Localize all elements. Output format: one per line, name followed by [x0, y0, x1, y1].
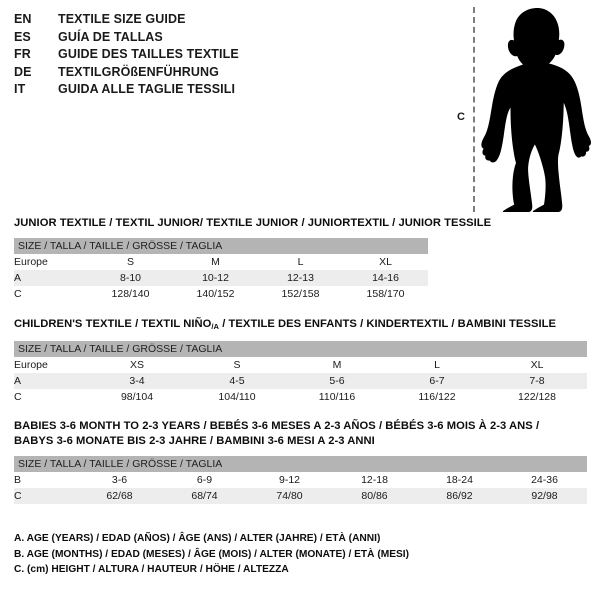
section-babies-textile: BABIES 3-6 MONTH TO 2-3 YEARS / BEBÉS 3-… [14, 419, 587, 504]
height-measure-dashed-line [473, 7, 475, 212]
cell-value: 68/74 [162, 488, 247, 504]
cell-value: 152/158 [258, 286, 343, 302]
table-row: B 3-6 6-9 9-12 12-18 18-24 24-36 [14, 472, 587, 488]
row-label: C [14, 286, 88, 302]
table-junior-sizes: SIZE / TALLA / TAILLE / GRÖSSE / TAGLIA … [14, 238, 429, 302]
cell-value: 5-6 [287, 373, 387, 389]
table-header-label: SIZE / TALLA / TAILLE / GRÖSSE / TAGLIA [14, 238, 429, 254]
row-label: C [14, 488, 77, 504]
cell-value: 122/128 [487, 389, 588, 405]
row-label: A [14, 373, 87, 389]
language-code-it: IT [14, 82, 26, 96]
section-title-babies-line1: BABIES 3-6 MONTH TO 2-3 YEARS / BEBÉS 3-… [14, 420, 540, 432]
measurement-legend: A. AGE (YEARS) / EDAD (AÑOS) / ÂGE (ANS)… [14, 531, 574, 578]
cell-value: 3-4 [87, 373, 187, 389]
table-row: C 128/140 140/152 152/158 158/170 [14, 286, 429, 302]
table-header-label: SIZE / TALLA / TAILLE / GRÖSSE / TAGLIA [14, 456, 587, 472]
section-title-babies-line2: BABYS 3-6 MONATE BIS 2-3 JAHRE / BAMBINI… [14, 435, 375, 447]
section-title-junior: JUNIOR TEXTILE / TEXTIL JUNIOR/ TEXTILE … [14, 217, 492, 229]
row-label: C [14, 389, 87, 405]
cell-value: L [387, 357, 487, 373]
cell-value: 4-5 [187, 373, 287, 389]
language-title-block: EN TEXTILE SIZE GUIDE ES GUÍA DE TALLAS … [14, 12, 434, 100]
table-row: Europe S M L XL [14, 254, 429, 270]
section-title-children: CHILDREN'S TEXTILE / TEXTIL NIÑO/A / TEX… [14, 317, 587, 334]
cell-value: S [88, 254, 173, 270]
cell-value: 74/80 [247, 488, 332, 504]
cell-value: XL [487, 357, 588, 373]
language-title-es: GUÍA DE TALLAS [58, 29, 163, 44]
cell-value: M [287, 357, 387, 373]
section-title-children-pre: CHILDREN'S TEXTILE / TEXTIL NIÑO [14, 318, 212, 330]
legend-line-b: B. AGE (MONTHS) / EDAD (MESES) / ÂGE (MO… [14, 548, 410, 560]
cell-value: 12-18 [332, 472, 417, 488]
table-header-row: SIZE / TALLA / TAILLE / GRÖSSE / TAGLIA [14, 341, 588, 357]
row-label: A [14, 270, 88, 286]
cell-value: 110/116 [287, 389, 387, 405]
language-code-en: EN [14, 12, 32, 26]
cell-value: 140/152 [173, 286, 258, 302]
height-measure-label: C [457, 111, 465, 123]
cell-value: 9-12 [247, 472, 332, 488]
language-row-en: EN TEXTILE SIZE GUIDE [14, 12, 434, 30]
table-babies-sizes: SIZE / TALLA / TAILLE / GRÖSSE / TAGLIA … [14, 456, 587, 504]
cell-value: 98/104 [87, 389, 187, 405]
cell-value: XL [343, 254, 429, 270]
table-row: Europe XS S M L XL [14, 357, 588, 373]
table-row: A 8-10 10-12 12-13 14-16 [14, 270, 429, 286]
language-code-es: ES [14, 29, 31, 44]
language-row-it: IT GUIDA ALLE TAGLIE TESSILI [14, 82, 434, 100]
height-reference-figure: C [440, 4, 600, 214]
cell-value: 128/140 [88, 286, 173, 302]
cell-value: L [258, 254, 343, 270]
language-title-de: TEXTILGRÖßENFÜHRUNG [58, 64, 219, 79]
cell-value: 158/170 [343, 286, 429, 302]
cell-value: 8-10 [88, 270, 173, 286]
cell-value: 14-16 [343, 270, 429, 286]
cell-value: 24-36 [502, 472, 587, 488]
cell-value: 104/110 [187, 389, 287, 405]
cell-value: M [173, 254, 258, 270]
table-row: A 3-4 4-5 5-6 6-7 7-8 [14, 373, 588, 389]
row-label: Europe [14, 254, 88, 270]
section-junior-textile: JUNIOR TEXTILE / TEXTIL JUNIOR/ TEXTILE … [14, 216, 491, 302]
language-code-fr: FR [14, 47, 31, 61]
language-code-de: DE [14, 64, 32, 79]
table-row: C 62/68 68/74 74/80 80/86 86/92 92/98 [14, 488, 587, 504]
table-children-sizes: SIZE / TALLA / TAILLE / GRÖSSE / TAGLIA … [14, 341, 588, 405]
table-header-row: SIZE / TALLA / TAILLE / GRÖSSE / TAGLIA [14, 456, 587, 472]
cell-value: 3-6 [77, 472, 162, 488]
cell-value: 6-9 [162, 472, 247, 488]
legend-line-c: C. (cm) HEIGHT / ALTURA / HAUTEUR / HÖHE… [14, 564, 289, 575]
cell-value: 92/98 [502, 488, 587, 504]
cell-value: 12-13 [258, 270, 343, 286]
cell-value: 10-12 [173, 270, 258, 286]
cell-value: 80/86 [332, 488, 417, 504]
section-childrens-textile: CHILDREN'S TEXTILE / TEXTIL NIÑO/A / TEX… [14, 317, 588, 405]
cell-value: 6-7 [387, 373, 487, 389]
cell-value: 86/92 [417, 488, 502, 504]
toddler-silhouette-icon [481, 8, 591, 212]
cell-value: 116/122 [387, 389, 487, 405]
cell-value: 18-24 [417, 472, 502, 488]
legend-line-a: A. AGE (YEARS) / EDAD (AÑOS) / ÂGE (ANS)… [14, 533, 381, 544]
language-row-es: ES GUÍA DE TALLAS [14, 30, 434, 48]
language-row-fr: FR GUIDE DES TAILLES TEXTILE [14, 47, 434, 65]
row-label: B [14, 472, 77, 488]
section-title-children-subscript: /A [211, 322, 220, 331]
table-header-label: SIZE / TALLA / TAILLE / GRÖSSE / TAGLIA [14, 341, 588, 357]
cell-value: XS [87, 357, 187, 373]
cell-value: S [187, 357, 287, 373]
cell-value: 7-8 [487, 373, 588, 389]
language-title-en: TEXTILE SIZE GUIDE [58, 12, 186, 26]
row-label: Europe [14, 357, 87, 373]
language-title-fr: GUIDE DES TAILLES TEXTILE [58, 47, 239, 61]
table-header-row: SIZE / TALLA / TAILLE / GRÖSSE / TAGLIA [14, 238, 429, 254]
language-title-it: GUIDA ALLE TAGLIE TESSILI [58, 82, 236, 96]
table-row: C 98/104 104/110 110/116 116/122 122/128 [14, 389, 588, 405]
section-title-children-post: / TEXTILE DES ENFANTS / KINDERTEXTIL / B… [219, 318, 557, 330]
cell-value: 62/68 [77, 488, 162, 504]
language-row-de: DE TEXTILGRÖßENFÜHRUNG [14, 65, 434, 83]
